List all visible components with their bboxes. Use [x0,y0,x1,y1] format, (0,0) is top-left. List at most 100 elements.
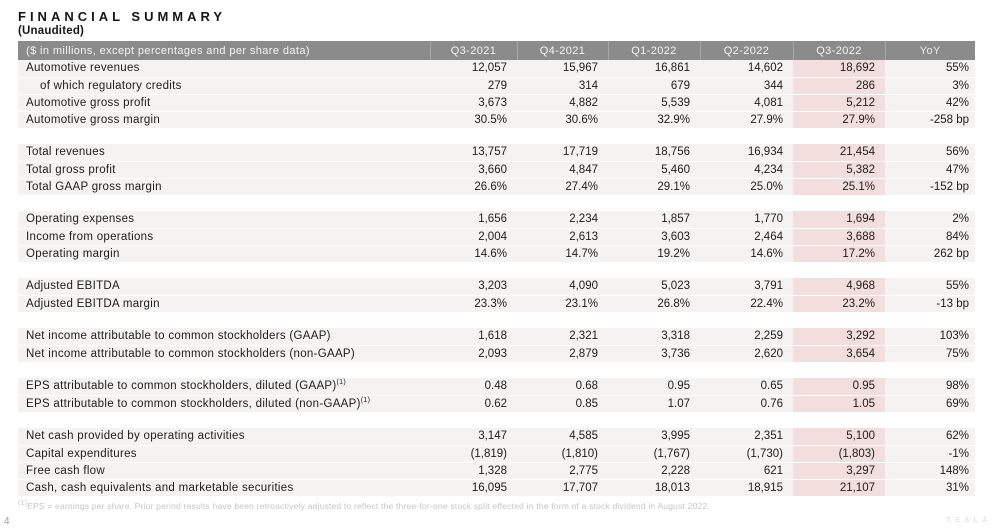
yoy-cell: 42% [885,94,975,112]
row-label-text: Total GAAP gross margin [26,180,162,193]
yoy-cell: 55% [885,60,975,78]
row-label: Adjusted EBITDA margin [18,295,430,313]
value-cell: (1,767) [608,445,700,463]
footnote: (1)EPS = earnings per share. Prior perio… [18,499,1000,511]
value-cell: 314 [517,77,608,95]
value-cell: 2,613 [517,228,608,246]
table-row: Net income attributable to common stockh… [18,345,975,363]
value-cell: 17,719 [517,144,608,162]
value-cell: 30.6% [517,111,608,129]
yoy-cell: 62% [885,428,975,446]
column-header-q3-2022: Q3-2022 [792,41,885,60]
value-cell: 279 [430,77,517,95]
yoy-cell: 47% [885,161,975,179]
row-label-superscript: (1) [360,396,371,404]
value-cell: 26.6% [430,178,517,196]
value-cell: 1,618 [430,328,517,346]
group-spacer-cell [18,412,975,428]
value-cell: 18,756 [608,144,700,162]
page-subtitle: (Unaudited) [18,25,85,37]
yoy-cell: 75% [885,345,975,363]
value-cell: 3,603 [608,228,700,246]
value-cell: 1,857 [608,211,700,229]
value-cell: 5,212 [793,94,885,112]
yoy-cell: 262 bp [885,245,975,263]
row-label: Free cash flow [18,462,430,480]
value-cell: 15,967 [517,60,608,78]
value-cell: 3,688 [793,228,885,246]
column-header-q3-2021: Q3-2021 [429,41,517,60]
footnote-marker: (1) [18,499,28,507]
group-spacer-cell [18,262,975,278]
table-row: Cash, cash equivalents and marketable se… [18,479,975,497]
row-label-text: Capital expenditures [26,447,137,460]
value-cell: 5,460 [608,161,700,179]
value-cell: 2,321 [517,328,608,346]
value-cell: 12,057 [430,60,517,78]
group-spacer [18,128,975,144]
row-label-text: Free cash flow [26,464,105,477]
value-cell: 2,351 [700,428,793,446]
row-label: Total gross profit [18,161,430,179]
value-cell: 17.2% [793,245,885,263]
table-row: Income from operations 2,004 2,613 3,603 2,4… [18,228,975,246]
value-cell: 22.4% [700,295,793,313]
value-cell: 5,100 [793,428,885,446]
value-cell: 3,736 [608,345,700,363]
group-spacer [18,412,975,428]
row-label-text: Net cash provided by operating activitie… [26,430,245,443]
row-label: Adjusted EBITDA [18,278,430,296]
value-cell: 1,770 [700,211,793,229]
value-cell: (1,730) [700,445,793,463]
value-cell: 0.95 [793,378,885,396]
value-cell: 2,234 [517,211,608,229]
column-header-q4-2021: Q4-2021 [516,41,608,60]
row-label: Income from operations [18,228,430,246]
value-cell: 3,654 [793,345,885,363]
group-spacer-cell [18,312,975,328]
value-cell: 2,093 [430,345,517,363]
value-cell: 5,023 [608,278,700,296]
value-cell: 0.76 [700,395,793,413]
column-header-q2-2022: Q2-2022 [699,41,793,60]
row-label: Total GAAP gross margin [18,178,430,196]
yoy-cell: 148% [885,462,975,480]
table-row: Adjusted EBITDA 3,203 4,090 5,023 3,791 4,968… [18,278,975,296]
value-cell: 3,995 [608,428,700,446]
table-row: Operating expenses 1,656 2,234 1,857 1,770 1,… [18,211,975,229]
row-label-text: Operating expenses [26,213,135,226]
row-label-text: Operating margin [26,247,120,260]
value-cell: 27.4% [517,178,608,196]
value-cell: 25.0% [700,178,793,196]
value-cell: 32.9% [608,111,700,129]
column-header-yoy: YoY [884,41,975,60]
value-cell: 14,602 [700,60,793,78]
value-cell: 3,297 [793,462,885,480]
tesla-watermark: TESLA [946,517,992,524]
table-row: Automotive gross profit 3,673 4,882 5,539 4,… [18,94,975,112]
value-cell: 23.2% [793,295,885,313]
row-label-text: Cash, cash equivalents and marketable se… [26,481,294,494]
page-title: FINANCIAL SUMMARY [18,9,227,24]
title-block: FINANCIAL SUMMARY (Unaudited) [18,9,1000,38]
row-label-text: Total revenues [26,146,105,159]
table-header-row: ($ in millions, except percentages and p… [18,41,975,60]
value-cell: 3,673 [430,94,517,112]
row-label: Automotive gross profit [18,94,430,112]
value-cell: 23.3% [430,295,517,313]
row-label-text: Income from operations [26,230,154,243]
row-label: Operating margin [18,245,430,263]
value-cell: 21,454 [793,144,885,162]
value-cell: 1,656 [430,211,517,229]
row-label-superscript: (1) [336,379,346,387]
value-cell: 16,861 [608,60,700,78]
row-label-text: of which regulatory credits [40,79,182,92]
value-cell: 3,791 [700,278,793,296]
value-cell: 17,707 [517,479,608,497]
yoy-cell: 56% [885,144,975,162]
value-cell: 18,915 [700,479,793,497]
row-label: Automotive gross margin [18,111,430,129]
value-cell: (1,819) [430,445,517,463]
table-row: EPS attributable to common stockholders,… [18,378,975,396]
